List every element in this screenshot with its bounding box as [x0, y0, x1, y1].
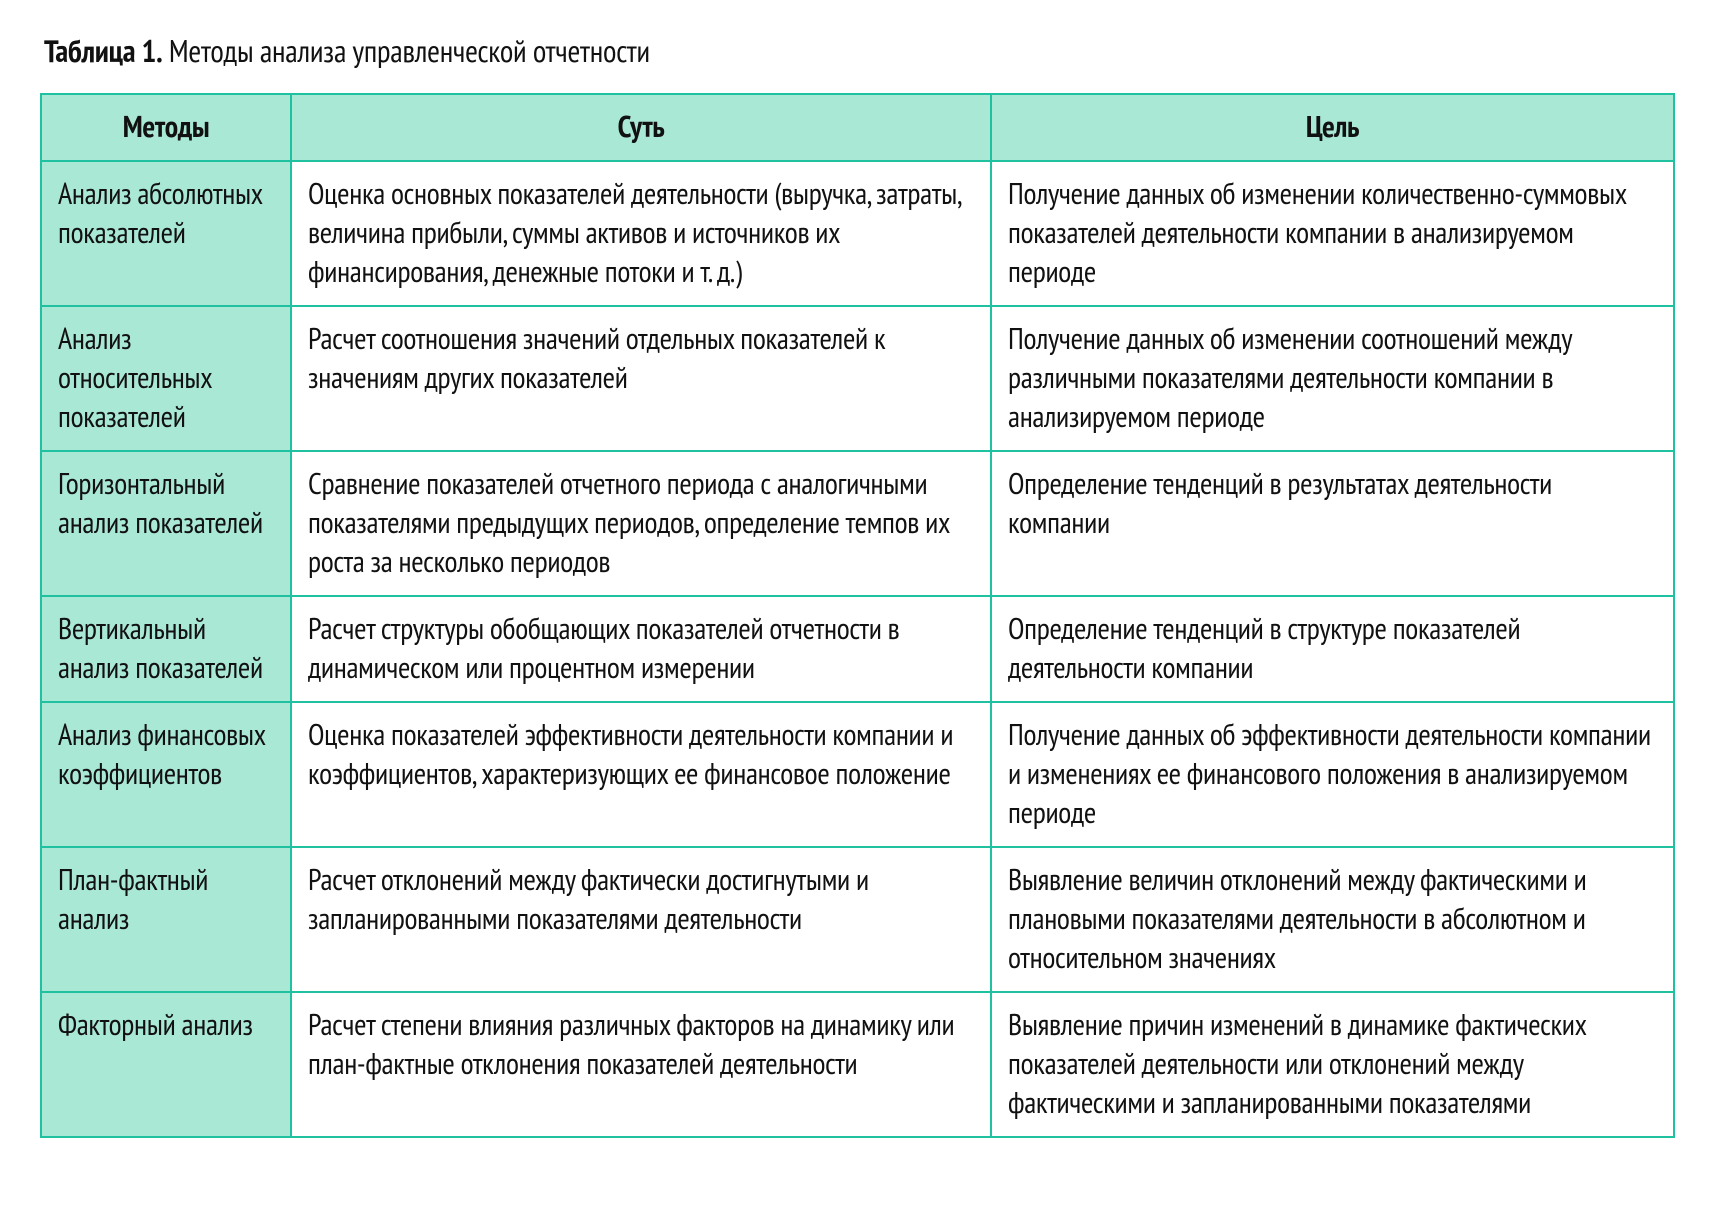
col-header-methods: Методы	[41, 94, 291, 161]
table-header-row: Методы Суть Цель	[41, 94, 1674, 161]
cell-goal: Определение тенденций в результатах деят…	[991, 451, 1674, 596]
table-row: Анализ относительных показателей Расчет …	[41, 306, 1674, 451]
cell-essence: Расчет соотношения значений отдельных по…	[291, 306, 991, 451]
cell-essence: Расчет степени влияния различных факторо…	[291, 992, 991, 1137]
cell-goal: Выявление величин отклонений между факти…	[991, 847, 1674, 992]
cell-method: Анализ относительных показателей	[41, 306, 291, 451]
col-header-essence: Суть	[291, 94, 991, 161]
analysis-methods-table: Методы Суть Цель Анализ абсолютных показ…	[40, 93, 1675, 1138]
cell-goal: Получение данных об изменении количестве…	[991, 161, 1674, 306]
table-caption: Таблица 1. Методы анализа управленческой…	[44, 30, 1675, 71]
table-row: Горизонтальный анализ показателей Сравне…	[41, 451, 1674, 596]
cell-essence: Расчет структуры обобщающих показателей …	[291, 596, 991, 702]
table-row: Анализ финансовых коэффициентов Оценка п…	[41, 702, 1674, 847]
table-row: План-фактный анализ Расчет отклонений ме…	[41, 847, 1674, 992]
table-row: Факторный анализ Расчет степени влияния …	[41, 992, 1674, 1137]
cell-essence: Оценка показателей эффективности деятель…	[291, 702, 991, 847]
cell-method: План-фактный анализ	[41, 847, 291, 992]
cell-essence: Сравнение показателей отчетного периода …	[291, 451, 991, 596]
cell-goal: Выявление причин изменений в динамике фа…	[991, 992, 1674, 1137]
table-number: Таблица 1.	[44, 30, 163, 71]
cell-method: Горизонтальный анализ показателей	[41, 451, 291, 596]
cell-method: Вертикальный анализ показателей	[41, 596, 291, 702]
table-title: Методы анализа управленческой отчетности	[163, 30, 650, 71]
cell-goal: Определение тенденций в структуре показа…	[991, 596, 1674, 702]
table-row: Вертикальный анализ показателей Расчет с…	[41, 596, 1674, 702]
cell-method: Факторный анализ	[41, 992, 291, 1137]
col-header-goal: Цель	[991, 94, 1674, 161]
cell-method: Анализ абсолютных показателей	[41, 161, 291, 306]
table-row: Анализ абсолютных показателей Оценка осн…	[41, 161, 1674, 306]
cell-method: Анализ финансовых коэффициентов	[41, 702, 291, 847]
cell-goal: Получение данных об эффективности деятел…	[991, 702, 1674, 847]
cell-goal: Получение данных об изменении соотношени…	[991, 306, 1674, 451]
cell-essence: Расчет отклонений между фактически дости…	[291, 847, 991, 992]
cell-essence: Оценка основных показателей деятельности…	[291, 161, 991, 306]
